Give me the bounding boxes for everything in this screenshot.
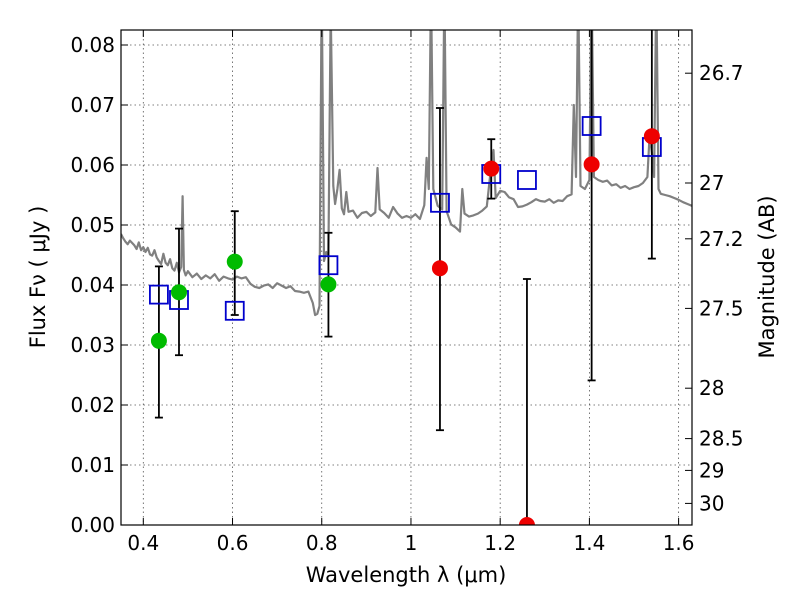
- model-photometry-point: [581, 116, 602, 136]
- detected-photometry-point: [226, 253, 243, 270]
- y-axis-label-left: Flux Fν ( μJy ): [26, 206, 50, 349]
- right-tick-label: 27.5: [699, 296, 744, 320]
- y-tick-label: 0.00: [70, 513, 115, 537]
- undetected-photometry-point: [643, 128, 660, 145]
- y-tick-label: 0.02: [70, 393, 115, 417]
- x-tick-label: 1: [405, 531, 418, 555]
- right-tick-label: 30: [699, 491, 724, 515]
- y-tick-label: 0.05: [70, 213, 115, 237]
- model-photometry-point: [318, 255, 339, 276]
- right-tick-label: 29: [699, 458, 724, 482]
- right-tick-label: 27: [699, 171, 724, 195]
- ticks: 0.4 0.6 0.8 1 1.2 1.4 1.6 0.00 0.01 0.02 0.03 0.04 0…: [70, 30, 744, 555]
- plot-frame: [120, 29, 693, 526]
- x-tick-label: 0.6: [217, 531, 249, 555]
- x-tick-label: 1.2: [484, 531, 516, 555]
- detected-photometry-point: [320, 276, 337, 293]
- x-tick-label: 1.4: [573, 531, 605, 555]
- grid: [121, 30, 692, 525]
- data-layer: [121, 30, 692, 525]
- undetected-photometry-point: [431, 260, 448, 277]
- y-tick-label: 0.07: [70, 93, 115, 117]
- model-photometry-point: [517, 170, 537, 190]
- model-photometry-point: [149, 284, 169, 305]
- x-tick-label: 0.8: [306, 531, 338, 555]
- model-photometry-point: [224, 300, 245, 321]
- y-tick-label: 0.03: [70, 333, 115, 357]
- y-tick-label: 0.04: [70, 273, 115, 297]
- spectrum-line: [121, 30, 692, 317]
- detected-photometry-point: [170, 284, 187, 301]
- detected-photometry-point: [150, 332, 167, 349]
- x-tick-label: 0.4: [127, 531, 159, 555]
- right-tick-label: 28: [699, 376, 724, 400]
- plot-area: [121, 30, 692, 525]
- undetected-photometry-point: [518, 517, 535, 525]
- undetected-photometry-point: [483, 160, 500, 177]
- undetected-photometry-point: [583, 156, 600, 173]
- x-tick-label: 1.6: [663, 531, 695, 555]
- y-tick-label: 0.08: [70, 33, 115, 57]
- model-photometry-point: [430, 192, 450, 213]
- right-tick-label: 28.5: [699, 427, 744, 451]
- y-axis-label-right: Magnitude (AB): [755, 195, 779, 358]
- right-tick-label: 26.7: [699, 61, 744, 85]
- x-axis-label: Wavelength λ (μm): [306, 563, 507, 587]
- y-tick-label: 0.06: [70, 153, 115, 177]
- y-tick-label: 0.01: [70, 453, 115, 477]
- right-tick-label: 27.2: [699, 227, 744, 251]
